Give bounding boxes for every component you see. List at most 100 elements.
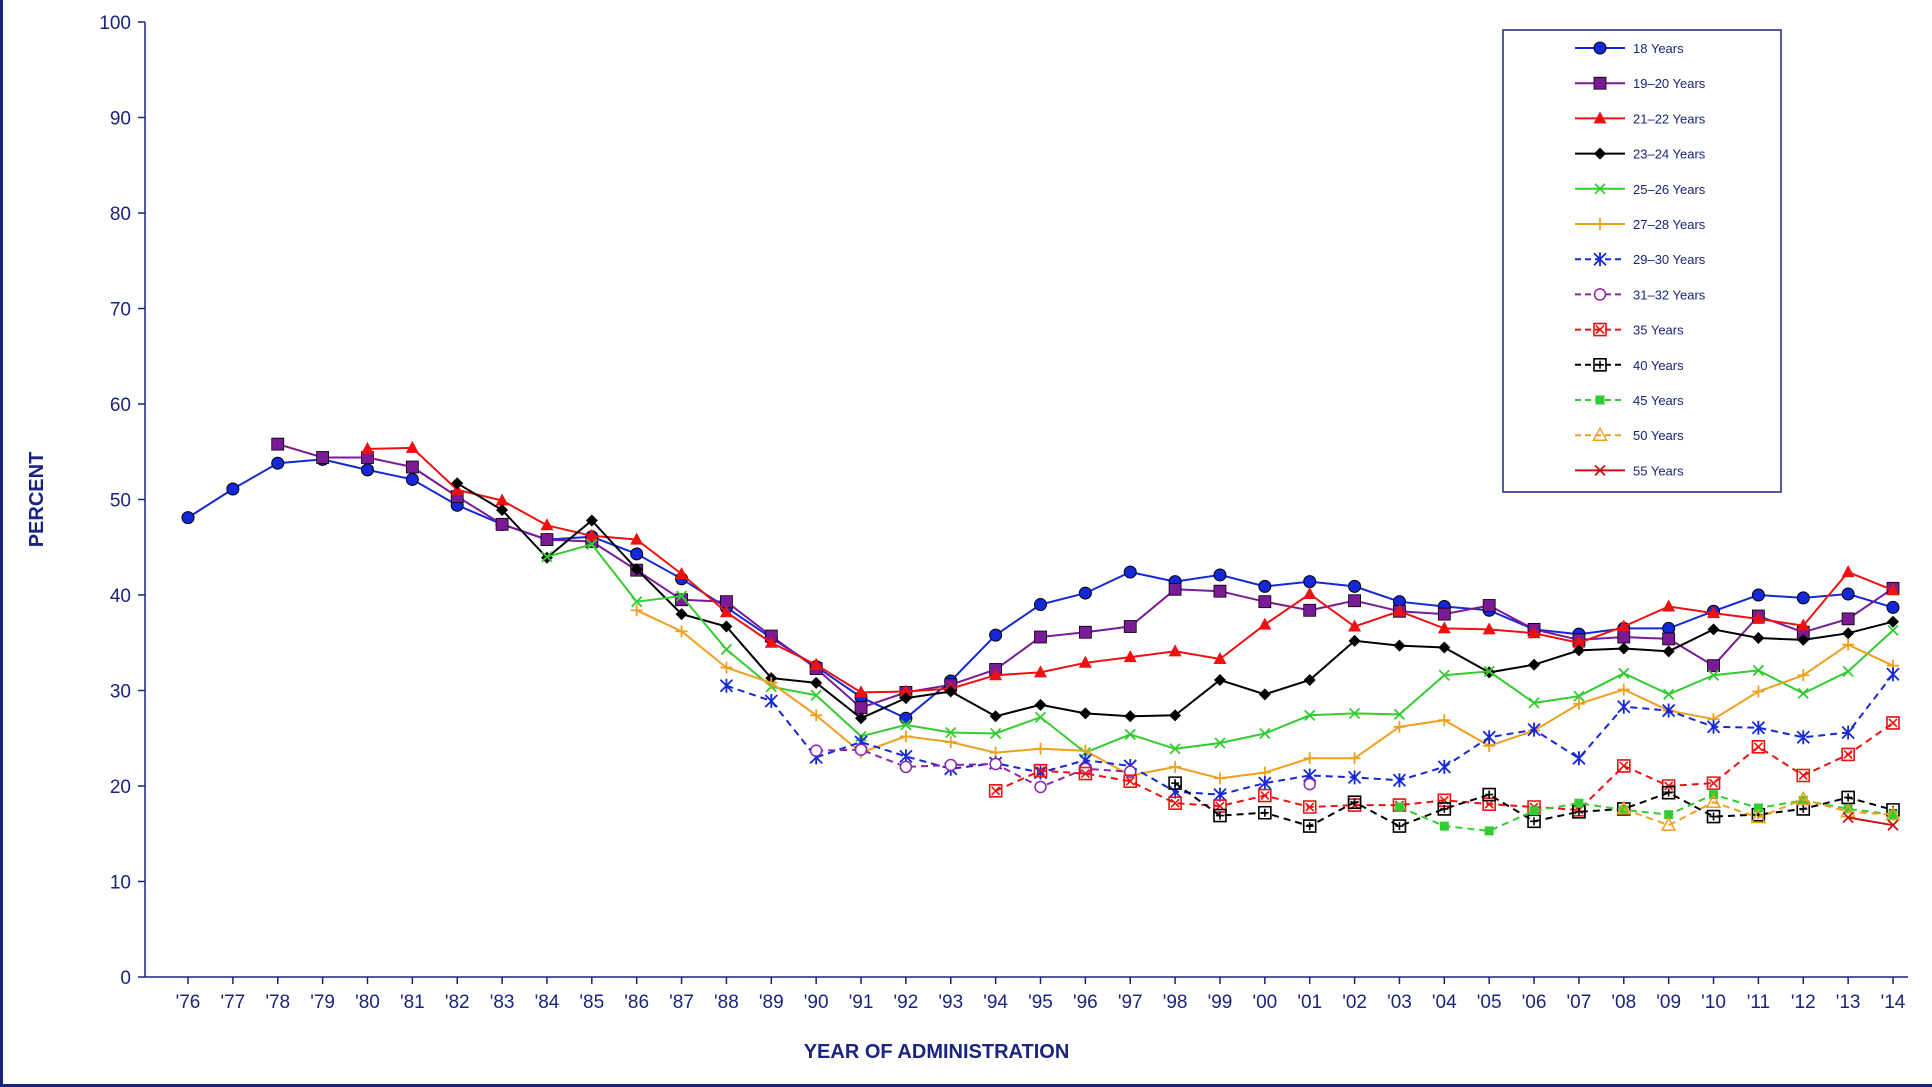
data-point: [1123, 565, 1137, 579]
data-point: [1751, 611, 1765, 624]
data-point: [1392, 819, 1407, 833]
y-tick-label: 70: [110, 300, 131, 321]
data-point: [854, 743, 868, 756]
legend-item: 19–20 Years: [1575, 76, 1706, 91]
legend-marker: [1595, 395, 1605, 405]
legend-label: 18 Years: [1633, 41, 1684, 56]
data-point: [1303, 587, 1317, 600]
data-point: [1437, 607, 1451, 621]
data-point: [1842, 627, 1855, 640]
data-point: [720, 661, 733, 674]
data-point: [495, 493, 509, 506]
legend-item: 35 Years: [1575, 323, 1684, 338]
data-point: [1123, 620, 1137, 633]
x-tick-label: '00: [1252, 992, 1277, 1013]
data-point: [809, 744, 823, 757]
data-point: [451, 477, 464, 490]
series-12: [1842, 811, 1899, 831]
data-point: [1034, 780, 1047, 794]
data-point: [1796, 730, 1810, 745]
x-tick-label: '77: [220, 992, 245, 1013]
data-point: [1617, 642, 1630, 655]
legend-label: 40 Years: [1633, 358, 1684, 373]
data-point: [1393, 708, 1406, 721]
data-point: [1660, 816, 1677, 831]
data-point: [316, 451, 330, 464]
data-point: [1885, 806, 1901, 821]
data-point: [719, 678, 734, 693]
data-point: [630, 532, 644, 545]
legend-label: 23–24 Years: [1633, 147, 1706, 162]
data-point: [1617, 619, 1631, 632]
data-point: [989, 668, 1003, 681]
data-point: [1707, 623, 1720, 636]
legend-marker: [1593, 358, 1607, 372]
legend-item: 18 Years: [1575, 41, 1684, 56]
data-point: [1169, 743, 1181, 755]
data-point: [1753, 803, 1763, 813]
legend: 18 Years 19–20 Years 21–22 Years 23–24 Year…: [1502, 29, 1782, 493]
data-point: [989, 710, 1002, 723]
legend-label: 55 Years: [1633, 463, 1684, 478]
x-tick-label: '80: [355, 992, 380, 1013]
data-point: [360, 441, 374, 454]
data-point: [496, 504, 509, 517]
legend-label: 31–32 Years: [1633, 287, 1706, 302]
y-tick-label: 50: [110, 491, 131, 512]
x-tick-label: '02: [1342, 992, 1367, 1013]
data-point: [1258, 805, 1272, 820]
x-tick-label: '78: [265, 992, 290, 1013]
data-point: [720, 620, 733, 633]
data-point: [1662, 599, 1676, 612]
y-tick-label: 90: [110, 109, 131, 130]
data-point: [1661, 785, 1676, 800]
data-point: [1706, 809, 1721, 824]
data-point: [810, 689, 822, 701]
data-point: [541, 551, 553, 563]
data-point: [1797, 687, 1809, 700]
data-point: [854, 701, 868, 715]
data-point: [1573, 690, 1585, 702]
data-point: [1392, 604, 1406, 617]
data-point: [1706, 719, 1721, 734]
x-tick-label: '01: [1297, 992, 1322, 1013]
x-tick-label: '13: [1836, 992, 1861, 1013]
legend-item: 29–30 Years: [1575, 252, 1706, 267]
data-point: [855, 712, 868, 725]
data-point: [631, 596, 643, 608]
data-point: [1482, 622, 1496, 635]
data-point: [585, 514, 598, 527]
data-point: [989, 757, 1002, 771]
data-point: [899, 760, 913, 774]
data-point: [1527, 814, 1541, 829]
data-point: [764, 635, 778, 648]
x-tick-label: '04: [1432, 992, 1457, 1013]
data-point: [1842, 811, 1854, 824]
data-point: [1706, 776, 1721, 790]
x-tick-label: '99: [1208, 992, 1233, 1013]
data-point: [1797, 633, 1810, 646]
x-tick-label: '84: [535, 992, 560, 1013]
data-point: [988, 783, 1003, 798]
data-point: [1348, 752, 1361, 765]
data-point: [1841, 790, 1855, 805]
data-point: [1213, 808, 1227, 823]
data-point: [1123, 774, 1138, 789]
legend-marker: [1593, 322, 1607, 337]
data-point: [810, 709, 823, 722]
data-point: [1213, 673, 1226, 686]
x-tick-label: '14: [1881, 992, 1906, 1013]
x-tick-label: '81: [400, 992, 425, 1013]
series-line: [816, 750, 1309, 787]
data-point: [1528, 658, 1541, 671]
x-tick-label: '12: [1791, 992, 1816, 1013]
data-point: [1572, 751, 1586, 766]
data-point: [360, 463, 374, 477]
data-point: [1124, 710, 1137, 723]
data-point: [1213, 584, 1227, 598]
x-tick-label: '08: [1611, 992, 1636, 1013]
data-point: [1034, 698, 1047, 711]
data-point: [1616, 759, 1631, 773]
data-point: [1617, 699, 1631, 714]
